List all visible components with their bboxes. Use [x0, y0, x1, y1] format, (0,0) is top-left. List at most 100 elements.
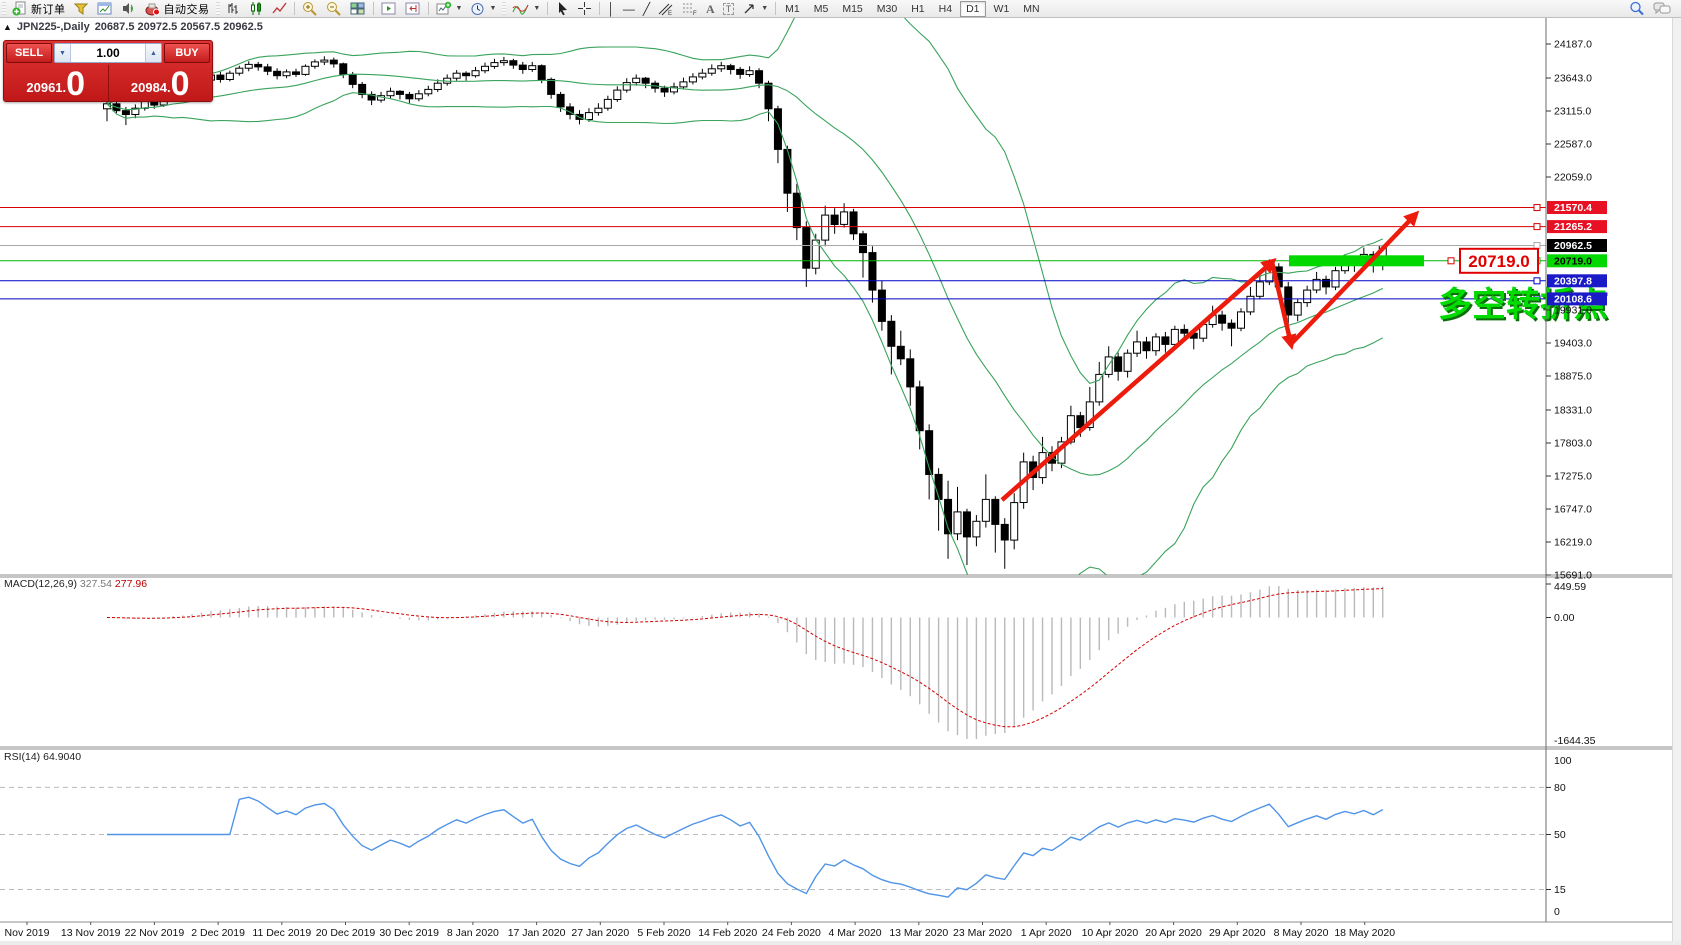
clock-icon: [470, 1, 485, 16]
main-toolbar: 新订单 自动交易 ▼ ▼ ▼ │ — ╱ E F A T ▼ M1 M5 M15 M3…: [0, 0, 1681, 18]
volume-increase-button[interactable]: ▲: [145, 44, 161, 62]
zoom-out-button[interactable]: [322, 1, 346, 17]
chat-icon: [1653, 1, 1671, 16]
periods-button[interactable]: ▼: [466, 1, 500, 17]
timeframe-w1[interactable]: W1: [988, 1, 1016, 17]
svg-text:21570.4: 21570.4: [1554, 202, 1592, 214]
autoscroll-icon: [381, 1, 397, 16]
rsi-line: [107, 796, 1384, 898]
search-button[interactable]: [1625, 1, 1649, 17]
candlestick-series: [103, 56, 1387, 569]
trendline-button[interactable]: ╱: [639, 1, 654, 17]
line-chart-button[interactable]: [268, 1, 291, 17]
price-box-annotation[interactable]: 20719.0: [1447, 247, 1539, 274]
crosshair-button[interactable]: [573, 1, 596, 17]
svg-text:80: 80: [1554, 782, 1566, 794]
svg-text:20397.8: 20397.8: [1554, 275, 1592, 287]
horizontal-line-21570.4[interactable]: [0, 204, 1546, 212]
chat-button[interactable]: [1649, 1, 1675, 17]
bar-chart-icon: [226, 1, 241, 16]
sound-button[interactable]: [117, 1, 141, 17]
horizontal-line-button[interactable]: —: [619, 1, 639, 17]
horizontal-line-20397.8[interactable]: [0, 277, 1546, 285]
toolbar-separator: [599, 2, 601, 15]
date-label: 27 Jan 2020: [571, 927, 629, 939]
autotrading-button[interactable]: 自动交易: [141, 1, 214, 17]
sell-price[interactable]: 20961. 0: [4, 65, 109, 101]
autotrading-icon: [145, 1, 161, 16]
candlestick-button[interactable]: [245, 1, 268, 17]
volume-value[interactable]: 1.00: [71, 44, 145, 62]
zoom-in-button[interactable]: [298, 1, 322, 17]
buy-price[interactable]: 20984. 0: [130, 65, 190, 104]
timeframe-m1[interactable]: M1: [779, 1, 806, 17]
timeframe-h4[interactable]: H4: [933, 1, 958, 17]
text-icon: A: [706, 1, 715, 16]
date-label: 10 Apr 2020: [1082, 927, 1139, 939]
toolbar-grip: [215, 2, 220, 15]
shapes-button[interactable]: ▼: [738, 1, 772, 17]
funnel-icon: [73, 1, 89, 16]
new-order-button[interactable]: 新订单: [8, 1, 70, 17]
date-axis[interactable]: Nov 2019 13 Nov 2019 22 Nov 2019 2 Dec 2019…: [5, 922, 1396, 939]
svg-text:19403.0: 19403.0: [1554, 338, 1592, 350]
market-watch-button[interactable]: [93, 1, 117, 17]
svg-text:15691.0: 15691.0: [1554, 570, 1592, 582]
tile-windows-button[interactable]: [346, 1, 370, 17]
date-label: 29 Apr 2020: [1209, 927, 1266, 939]
buy-button[interactable]: BUY: [164, 43, 210, 63]
toolbar-separator: [427, 2, 429, 15]
rsi-label: RSI(14) 64.9040: [4, 751, 81, 763]
trend-arrows[interactable]: [1000, 210, 1420, 502]
chart-area[interactable]: 20719.0多空转折点多空转折点24187.023643.023115.022…: [0, 18, 1681, 945]
bar-chart-button[interactable]: [222, 1, 245, 17]
sell-button[interactable]: SELL: [6, 43, 52, 63]
label-icon: T: [722, 2, 735, 15]
volume-decrease-button[interactable]: ▼: [55, 44, 71, 62]
indicator-axes[interactable]: 449.59 0.00 -1644.35 100 80 50 15 0: [1546, 581, 1596, 918]
timeframe-m30[interactable]: M30: [871, 1, 903, 17]
indicators-button[interactable]: ▼: [508, 1, 544, 17]
date-label: 5 Feb 2020: [637, 927, 690, 939]
timeframe-d1[interactable]: D1: [960, 0, 986, 17]
new-chart-button[interactable]: ▼: [432, 1, 467, 17]
autoscroll-button[interactable]: [377, 1, 401, 17]
timeframe-mn[interactable]: MN: [1017, 1, 1045, 17]
label-button[interactable]: T: [719, 1, 739, 17]
vertical-line-button[interactable]: │: [603, 1, 619, 17]
toolbar-grip: [502, 2, 507, 15]
date-label: 14 Feb 2020: [698, 927, 757, 939]
zoom-in-icon: [302, 1, 318, 16]
tile-windows-icon: [350, 1, 366, 16]
horizontal-line-20108.6[interactable]: [0, 295, 1546, 303]
indicators-icon: [512, 1, 529, 16]
funnel-button[interactable]: [70, 1, 93, 17]
price-axis[interactable]: 24187.0 23643.0 23115.0 22587.0 22059.0 19931…: [1546, 39, 1607, 582]
timeframe-m15[interactable]: M15: [836, 1, 868, 17]
chevron-down-icon: ▼: [489, 5, 497, 12]
timeframe-h1[interactable]: H1: [905, 1, 930, 17]
trendline-icon: ╱: [642, 1, 651, 16]
window-right-strip: [1672, 18, 1681, 945]
chart-shift-button[interactable]: [401, 1, 425, 17]
timeframe-m5[interactable]: M5: [808, 1, 835, 17]
svg-text:50: 50: [1554, 829, 1566, 841]
svg-text:23115.0: 23115.0: [1554, 106, 1591, 118]
chart-window-icon: [97, 1, 113, 16]
horizontal-line-20962.5[interactable]: [0, 242, 1546, 250]
volume-stepper: ▼ 1.00 ▲: [54, 43, 162, 63]
trade-panel-toggle[interactable]: ▲: [3, 22, 12, 32]
horizontal-line-21265.2[interactable]: [0, 223, 1546, 231]
timeframe-bar: M1 M5 M15 M30 H1 H4 D1 W1 MN: [779, 0, 1045, 17]
channel-button[interactable]: E: [654, 1, 678, 17]
text-button[interactable]: A: [702, 1, 719, 17]
one-click-trade-panel: SELL ▼ 1.00 ▲ BUY 20961. 0 20984. 0: [3, 40, 213, 102]
date-label: 1 Apr 2020: [1021, 927, 1072, 939]
svg-text:20962.5: 20962.5: [1554, 240, 1592, 252]
fibonacci-button[interactable]: F: [678, 1, 702, 17]
support-zone-highlight[interactable]: [1289, 255, 1424, 267]
toolbar-separator: [372, 2, 374, 15]
cursor-button[interactable]: [551, 1, 573, 17]
pane-borders: [0, 18, 1672, 923]
toolbar-separator: [775, 2, 777, 15]
